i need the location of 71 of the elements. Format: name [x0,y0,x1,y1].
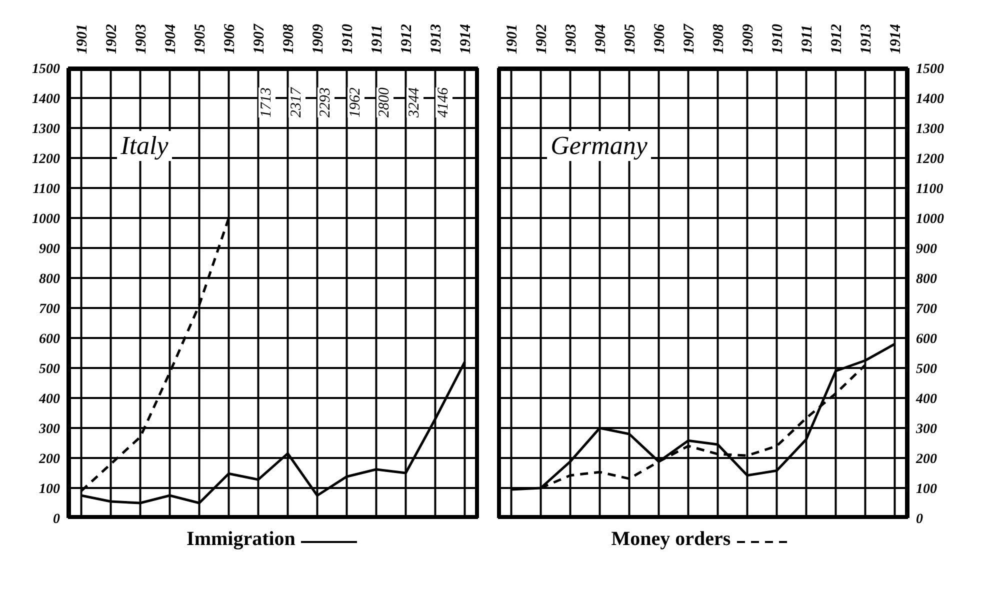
y-tick-label: 1300 [32,122,60,137]
y2-tick-label: 200 [915,452,937,467]
x-tick-label: 1907 [252,24,268,54]
annotation: 2317 [288,87,306,117]
y2-tick-label: 1400 [916,92,944,107]
x-tick-label: 1908 [281,24,297,54]
annotation: 2800 [376,87,394,117]
x-tick-label: 1902 [104,24,120,54]
y-tick-label: 100 [39,482,60,497]
y2-tick-label: 900 [916,242,937,257]
annotation: 1962 [347,87,364,117]
x-tick-label: 1913 [428,24,444,54]
x-tick-label: 1907 [682,24,698,54]
y2-tick-label: 1200 [916,152,944,167]
x-tick-label: 1904 [163,24,180,54]
x-tick-label: 1901 [74,24,91,54]
x-tick-label: 1902 [534,24,550,54]
annotation: 3244 [406,87,424,117]
y-tick-label: 900 [39,242,60,257]
x-tick-label: 1903 [134,24,150,54]
x-tick-label: 1909 [310,24,326,54]
annotation: 2293 [318,87,335,117]
text: Germany [546,131,652,161]
y-tick-label: 1400 [32,92,60,107]
x-tick-label: 1912 [828,24,845,54]
x-tick-label: 1913 [858,24,874,54]
y-tick-label: 500 [39,362,60,377]
y2-tick-label: 1300 [916,122,944,137]
x-tick-label: 1909 [740,24,756,54]
x-tick-label: 1906 [652,24,668,54]
x-tick-label: 1911 [799,24,816,54]
x-tick-label: 1903 [564,24,580,54]
y2-tick-label: 500 [916,362,937,377]
y2-tick-label: 700 [916,302,937,317]
y2-tick-label: 100 [916,482,937,497]
x-tick-label: 1906 [222,24,238,54]
x-tick-label: 1911 [369,24,386,54]
x-tick-label: 1910 [770,24,786,54]
y-tick-label: 1100 [32,182,60,197]
x-tick-label: 1901 [504,24,521,54]
y2-tick-label: 0 [916,512,923,527]
annotation: 4146 [436,87,453,117]
y2-tick-label: 600 [916,332,937,347]
x-tick-label: 1914 [458,24,474,54]
y-tick-label: 600 [39,332,60,347]
y-tick-label: 300 [38,422,60,437]
legend-label: Immigration [186,528,296,551]
y2-tick-label: 1500 [916,62,944,77]
y-tick-label: 0 [53,512,60,527]
y2-tick-label: 300 [915,422,937,437]
y2-tick-label: 1000 [916,212,944,227]
y-tick-label: 700 [39,302,60,317]
x-tick-label: 1905 [622,24,639,54]
y-tick-label: 1000 [32,212,60,227]
legend-label: Money orders [611,528,732,551]
text: Italy [116,131,172,161]
y-tick-label: 200 [38,452,60,467]
y2-tick-label: 400 [915,392,937,407]
x-tick-label: 1914 [888,24,904,54]
y-tick-label: 400 [38,392,60,407]
y-tick-label: 1500 [32,62,60,77]
y2-tick-label: 800 [916,272,937,287]
y-tick-label: 1200 [32,152,60,167]
x-tick-label: 1910 [340,24,356,54]
x-tick-label: 1904 [593,24,610,54]
x-tick-label: 1905 [192,24,209,54]
x-tick-label: 1908 [711,24,727,54]
annotation: 1713 [258,87,276,117]
x-tick-label: 1912 [398,24,415,54]
y2-tick-label: 1100 [916,182,944,197]
y-tick-label: 800 [39,272,60,287]
